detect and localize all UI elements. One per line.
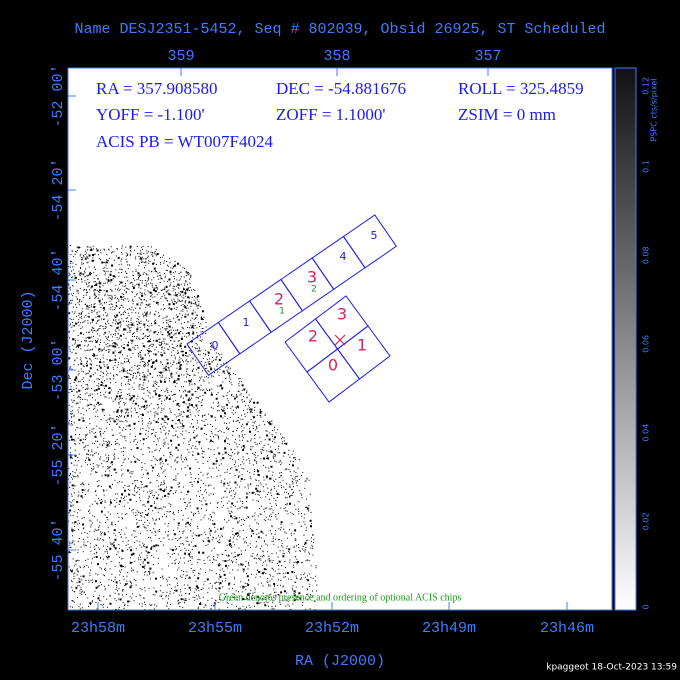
optional-chip-label: 2 [311, 285, 317, 295]
info-text: DEC = -54.881676 [276, 79, 406, 98]
info-text: RA = 357.908580 [96, 79, 218, 98]
aimpoint [334, 334, 346, 346]
acis-s-label: 4 [340, 250, 347, 263]
y-tick-label: -54 20' [50, 158, 67, 221]
info-text: ZOFF = 1.1000' [276, 105, 385, 124]
y-tick-label: -54 40' [50, 248, 67, 311]
x-tick-label: 23h49m [422, 620, 476, 637]
acis-i-chip [336, 325, 391, 380]
acis-s-label: 2 [274, 290, 284, 309]
note: Green denotes presence and ordering of o… [219, 592, 462, 603]
title: Name DESJ2351-5452, Seq # 802039, Obsid … [74, 21, 605, 38]
acis-s-label: 0 [212, 339, 219, 352]
footer: kpaggeot 18-Oct-2023 13:59 [546, 663, 677, 673]
x-tick-label: 23h58m [71, 620, 125, 637]
acis-i-label: 1 [357, 336, 367, 355]
y-tick-label: -52 00' [50, 64, 67, 127]
acis-s-label: 5 [371, 229, 378, 242]
x-tick-label: 23h46m [540, 620, 594, 637]
x-tick-label: 23h55m [188, 620, 242, 637]
colorbar-tick-label: 0.12 [642, 77, 651, 95]
info-text: ACIS PB = WT007F4024 [96, 132, 273, 151]
colorbar-tick-label: 0.08 [642, 246, 651, 264]
top-tick-label: 359 [167, 48, 194, 65]
colorbar-tick-label: 0.1 [642, 160, 651, 173]
chip-outlines [186, 214, 397, 403]
info-text: ROLL = 325.4859 [458, 79, 584, 98]
top-tick-label: 357 [474, 48, 501, 65]
colorbar-tick-label: 0.04 [642, 424, 651, 442]
y-tick-label: -55 20' [50, 423, 67, 486]
acis-i-label: 3 [337, 305, 347, 324]
top-tick-label: 358 [323, 48, 350, 65]
acis-i-label: 2 [308, 327, 318, 346]
x-axis-label: RA (J2000) [295, 653, 385, 670]
sky-image [68, 245, 318, 612]
acis-i-label: 0 [328, 356, 338, 375]
info-text: ZSIM = 0 mm [458, 105, 556, 124]
y-axis-label: Dec (J2000) [20, 290, 37, 389]
acis-s-label: 1 [243, 316, 250, 329]
acis-s-label: 3 [307, 268, 317, 287]
colorbar-tick-label: 0.02 [642, 512, 651, 530]
acis-s-chip [342, 214, 397, 269]
y-tick-label: -53 00' [50, 338, 67, 401]
colorbar-tick-label: 0.06 [642, 335, 651, 353]
colorbar-label: PSPC cts/s/pixel [650, 78, 659, 141]
colorbar-tick-label: 0 [642, 604, 651, 609]
x-tick-label: 23h52m [305, 620, 359, 637]
colorbar [614, 67, 637, 611]
info-text: YOFF = -1.100' [96, 105, 205, 124]
plot-frame [67, 67, 613, 611]
y-tick-label: -55 40' [50, 518, 67, 581]
optional-chip-label: 1 [279, 307, 285, 317]
